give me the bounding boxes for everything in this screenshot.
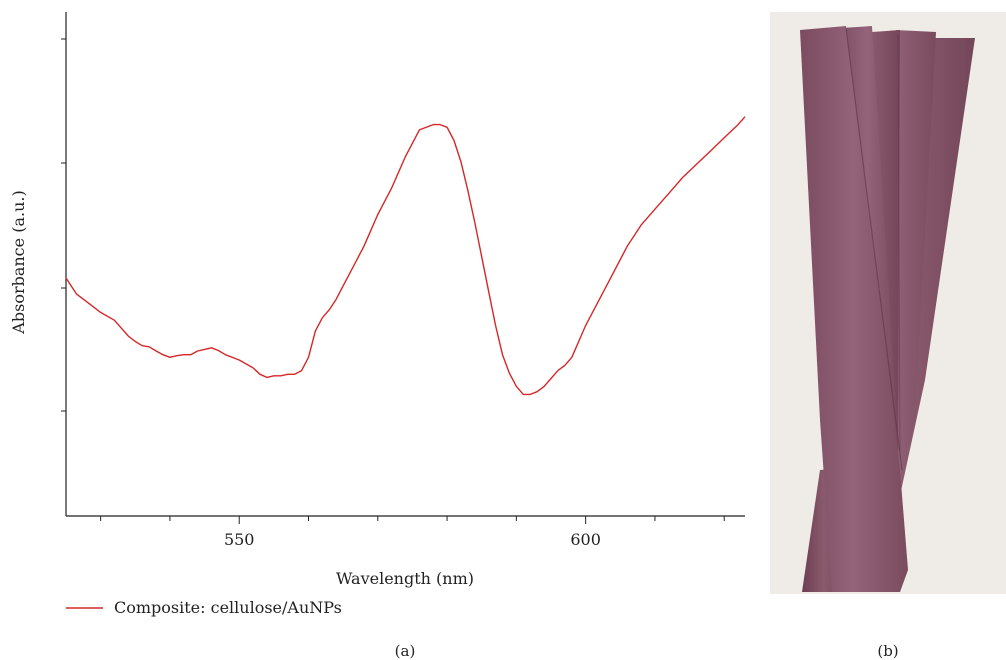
x-tick-labels: 550 600 (224, 530, 601, 549)
panel-label-a: (a) (395, 642, 416, 660)
y-axis-title: Absorbance (a.u.) (9, 190, 28, 334)
series-line-0 (65, 116, 746, 396)
plot-area: 550 600 Wavelength (nm) Absorbance (a.u.) (9, 12, 746, 588)
panel-label-b: (b) (877, 642, 898, 660)
x-tick-label: 600 (570, 530, 601, 549)
x-tick-label: 550 (224, 530, 255, 549)
strips-photo (770, 12, 1006, 594)
strip-1 (800, 26, 908, 592)
legend-label: Composite: cellulose/AuNPs (114, 598, 342, 617)
series-group (65, 116, 746, 396)
y-ticks (61, 38, 66, 412)
legend: Composite: cellulose/AuNPs (66, 598, 342, 617)
x-axis-title: Wavelength (nm) (336, 569, 474, 588)
strip-edge-highlight (845, 27, 903, 471)
x-ticks (100, 516, 725, 524)
strip-edge-highlight-2 (897, 33, 901, 451)
